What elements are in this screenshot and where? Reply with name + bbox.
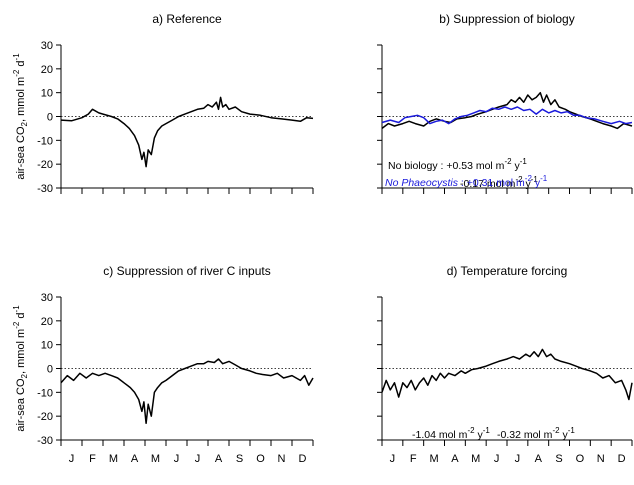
y-tick-label: 30 (41, 40, 53, 52)
x-tick-label: J (390, 453, 396, 465)
series-line-0 (381, 348, 633, 401)
annotation-main: -0.17 mol m (460, 178, 516, 190)
x-tick-label: S (236, 453, 243, 465)
annotation-unit: y (532, 177, 541, 189)
y-axis-label-main: air-sea CO (15, 378, 27, 432)
annotation-text: -0.32 mol m-2 y-1 (497, 426, 575, 441)
annotation-text: No biology : +0.53 mol m-2 y-1 (388, 157, 527, 172)
y-tick-label: 0 (47, 112, 53, 124)
series-line-no-biology (381, 91, 633, 130)
annotation-main: : +0.31 mol m (458, 177, 525, 189)
panel-title: c) Suppression of river C inputs (103, 264, 270, 278)
y-tick-label: 0 (47, 364, 53, 376)
annotation-main: -0.32 mol m (497, 429, 553, 441)
x-tick-label: F (89, 453, 96, 465)
y-axis-label-sub: 2 (20, 373, 29, 378)
annotation-exponent: -2 (552, 426, 560, 435)
y-axis-label: air-sea CO2, mmol m-2 d-1 (12, 305, 29, 432)
y-axis-label-sub: 2 (20, 121, 29, 126)
y-tick-label: 10 (41, 88, 53, 100)
x-tick-label: F (410, 453, 417, 465)
x-tick-label: M (109, 453, 118, 465)
x-tick-label: O (576, 453, 585, 465)
series-line-0 (60, 96, 314, 168)
y-axis-label-exp: -1 (12, 305, 21, 313)
annotation-exponent: -2 (515, 175, 523, 184)
annotation-unit: y (512, 160, 521, 172)
annotation-exponent: -1 (520, 157, 528, 166)
annotation-exponent: -1 (568, 426, 576, 435)
x-tick-label: A (535, 453, 543, 465)
y-tick-label: -20 (37, 159, 53, 171)
y-tick-label: -20 (37, 411, 53, 423)
annotation-main: No biology : +0.53 mol m (388, 160, 505, 172)
panel-title: d) Temperature forcing (447, 264, 568, 278)
y-tick-label: -30 (37, 435, 53, 447)
annotation-exponent: -1 (540, 174, 548, 183)
x-tick-label: A (131, 453, 139, 465)
panel-title: b) Suppression of biology (439, 12, 574, 26)
y-tick-label: 30 (41, 292, 53, 304)
annotation-text: -1.04 mol m-2 y-1 (412, 426, 490, 441)
y-axis-label-unit2: d (15, 312, 27, 321)
y-tick-label: -10 (37, 135, 53, 147)
x-tick-label: J (69, 453, 75, 465)
y-axis-label-unit: , mmol m (15, 77, 27, 122)
panel-c: c) Suppression of river C inputs 30 20 10 0 -… (12, 264, 490, 465)
y-axis-label-exp: -2 (12, 321, 21, 329)
x-tick-label: S (555, 453, 562, 465)
x-tick-label: J (195, 453, 201, 465)
y-tick-label: -30 (37, 183, 53, 195)
panel-b: b) Suppression of biology No biology : +0… (377, 12, 633, 194)
y-axis-label-unit: , mmol m (15, 329, 27, 374)
y-tick-label: 20 (41, 316, 53, 328)
annotation-text: No Phaeocystis : +0.31 mol m-2 y-1 (385, 174, 548, 189)
x-tick-label: M (471, 453, 480, 465)
y-axis-label-exp: -1 (12, 53, 21, 61)
x-tick-label: J (494, 453, 500, 465)
annotation-unit: y (560, 429, 569, 441)
y-axis-label-unit2: d (15, 60, 27, 69)
annotation-exponent: -1 (531, 175, 539, 184)
annotation-unit: y (475, 429, 484, 441)
x-tick-label: D (618, 453, 626, 465)
annotation-text: -0.17 mol m-2 y-1 (460, 175, 538, 190)
annotation-exponent: -1 (483, 426, 491, 435)
x-tick-label: O (256, 453, 265, 465)
panel-title: a) Reference (152, 12, 222, 26)
annotation-exponent: -2 (467, 426, 475, 435)
annotation-exponent: -2 (525, 174, 533, 183)
y-tick-label: -10 (37, 387, 53, 399)
x-tick-label: N (597, 453, 605, 465)
annotation-exponent: -2 (504, 157, 512, 166)
y-tick-label: 20 (41, 64, 53, 76)
x-tick-label: A (215, 453, 223, 465)
x-tick-label: J (174, 453, 180, 465)
annotation-unit: y (523, 178, 532, 190)
x-tick-label: J (515, 453, 521, 465)
x-tick-label: D (299, 453, 307, 465)
annotation-italic: No Phaeocystis (385, 177, 459, 189)
y-axis-label-exp: -2 (12, 69, 21, 77)
y-axis-label-main: air-sea CO (15, 126, 27, 180)
x-tick-label: M (151, 453, 160, 465)
annotation-main: -1.04 mol m (412, 429, 468, 441)
series-line-no-phaeocystis (381, 106, 633, 125)
x-tick-label: M (429, 453, 438, 465)
y-tick-label: 10 (41, 340, 53, 352)
x-tick-label: N (278, 453, 286, 465)
x-tick-label: A (451, 453, 459, 465)
series-line-0 (60, 358, 314, 425)
y-axis-label: air-sea CO2, mmol m-2 d-1 (12, 53, 29, 180)
